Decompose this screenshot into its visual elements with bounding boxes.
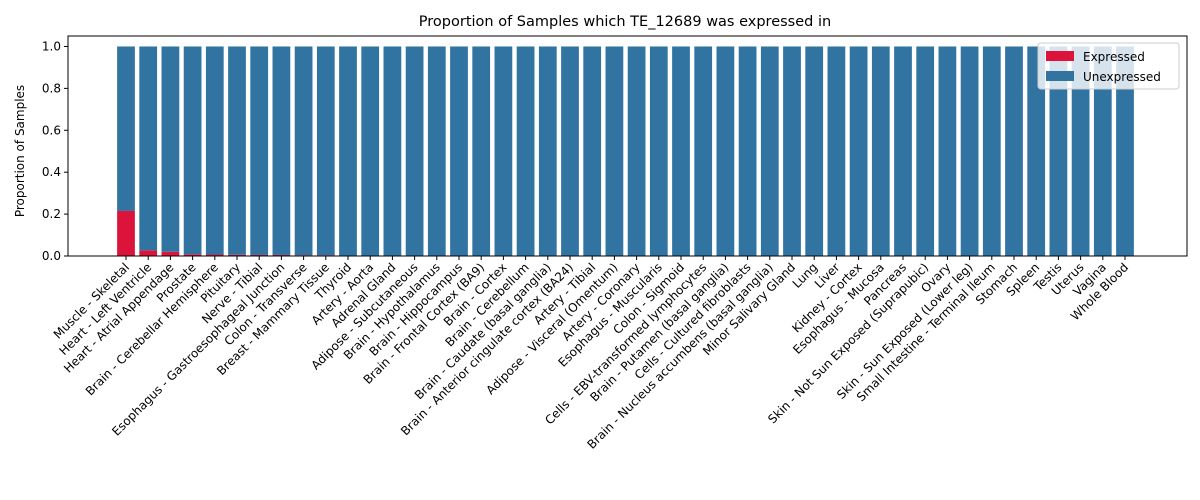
y-tick-label: 0.8 (42, 81, 61, 95)
y-tick-label: 0.6 (42, 123, 61, 137)
bar-unexpressed (228, 46, 246, 255)
bar-unexpressed (583, 46, 602, 256)
legend-label: Expressed (1083, 50, 1145, 64)
bar-unexpressed (117, 46, 135, 211)
bar-unexpressed (716, 46, 735, 256)
bar-unexpressed (472, 46, 491, 256)
bar-unexpressed (627, 46, 646, 256)
bar-unexpressed (894, 46, 912, 256)
bar-unexpressed (982, 46, 1001, 256)
bar-unexpressed (960, 46, 979, 256)
bar-expressed (272, 254, 291, 256)
bars-group (117, 46, 1134, 256)
bar-unexpressed (1027, 46, 1046, 256)
bar-unexpressed (450, 46, 468, 256)
bar-unexpressed (738, 46, 757, 256)
bar-unexpressed (1116, 46, 1134, 256)
bar-unexpressed (139, 46, 158, 251)
bar-unexpressed (383, 46, 402, 256)
y-tick-label: 0.0 (42, 249, 61, 263)
chart-title: Proportion of Samples which TE_12689 was… (419, 14, 831, 30)
y-axis-label: Proportion of Samples (13, 85, 27, 217)
bar-unexpressed (361, 46, 380, 256)
bar-unexpressed (516, 46, 535, 256)
y-tick-label: 0.2 (42, 207, 61, 221)
bar-unexpressed (161, 46, 180, 252)
bar-unexpressed (294, 46, 313, 256)
bar-expressed (183, 254, 202, 256)
y-tick-label: 0.4 (42, 165, 61, 179)
bar-unexpressed (316, 46, 335, 256)
legend: Expressed Unexpressed (1037, 42, 1180, 90)
legend-swatch (1046, 71, 1074, 81)
bar-expressed (250, 254, 269, 256)
bar-unexpressed (916, 46, 935, 256)
bar-unexpressed (1071, 46, 1090, 256)
bar-unexpressed (250, 46, 269, 255)
bar-unexpressed (938, 46, 957, 256)
bar-unexpressed (649, 46, 668, 256)
bar-unexpressed (1005, 46, 1023, 256)
bar-expressed (139, 250, 158, 256)
bar-unexpressed (1093, 46, 1112, 256)
y-axis: 0.0 0.2 0.4 0.6 0.8 1.0 (42, 39, 68, 263)
bar-unexpressed (783, 46, 801, 256)
bar-unexpressed (760, 46, 779, 256)
bar-expressed (228, 254, 246, 256)
bar-expressed (117, 210, 135, 256)
bar-unexpressed (849, 46, 868, 256)
bar-unexpressed (871, 46, 890, 256)
bar-unexpressed (694, 46, 713, 256)
bar-unexpressed (605, 46, 624, 256)
legend-swatch (1046, 51, 1074, 61)
legend-label: Unexpressed (1083, 70, 1161, 84)
bar-unexpressed (339, 46, 357, 256)
bar-unexpressed (672, 46, 690, 256)
bar-unexpressed (1049, 46, 1068, 256)
bar-unexpressed (827, 46, 846, 256)
bar-unexpressed (205, 46, 224, 255)
bar-expressed (161, 251, 180, 256)
bar-unexpressed (805, 46, 824, 256)
bar-unexpressed (183, 46, 202, 255)
bar-unexpressed (538, 46, 557, 256)
bar-unexpressed (494, 46, 513, 256)
plot-frame (67, 35, 1188, 257)
bar-unexpressed (272, 46, 291, 255)
bar-unexpressed (561, 46, 579, 256)
bar-expressed (205, 254, 224, 256)
y-tick-label: 1.0 (42, 39, 61, 53)
bar-unexpressed (405, 46, 424, 256)
bar-unexpressed (427, 46, 446, 256)
